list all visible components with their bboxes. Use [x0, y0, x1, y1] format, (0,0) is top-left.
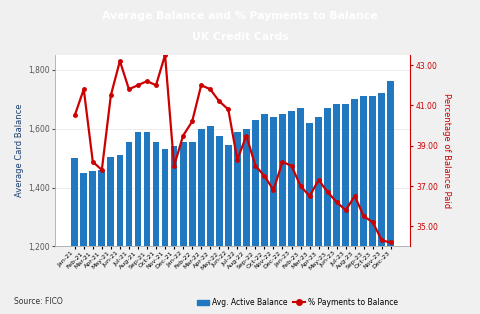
Bar — [171, 146, 178, 314]
Bar — [72, 158, 78, 314]
Bar — [387, 81, 394, 314]
Bar — [297, 108, 304, 314]
Bar — [279, 114, 286, 314]
Bar — [261, 114, 268, 314]
Bar — [270, 117, 277, 314]
Bar — [234, 132, 240, 314]
Bar — [324, 108, 331, 314]
Bar — [378, 93, 385, 314]
Bar — [108, 157, 114, 314]
Bar — [80, 173, 87, 314]
Bar — [333, 104, 340, 314]
Bar — [252, 120, 259, 314]
Bar — [144, 132, 150, 314]
Bar — [342, 104, 349, 314]
Text: Source: FICO: Source: FICO — [14, 297, 63, 306]
Bar — [162, 149, 168, 314]
Bar — [153, 142, 159, 314]
Text: Average Balance and % Payments to Balance: Average Balance and % Payments to Balanc… — [102, 11, 378, 21]
Bar — [351, 99, 358, 314]
Y-axis label: Percentage of Balance Paid: Percentage of Balance Paid — [442, 93, 451, 208]
Bar — [117, 155, 123, 314]
Bar — [98, 170, 105, 314]
Bar — [216, 136, 223, 314]
Bar — [315, 117, 322, 314]
Bar — [306, 123, 313, 314]
Bar — [288, 111, 295, 314]
Bar — [89, 171, 96, 314]
Bar — [180, 142, 187, 314]
Bar — [243, 129, 250, 314]
Y-axis label: Average Card Balance: Average Card Balance — [15, 104, 24, 198]
Bar — [134, 132, 141, 314]
Bar — [126, 142, 132, 314]
Bar — [207, 126, 214, 314]
Text: UK Credit Cards: UK Credit Cards — [192, 31, 288, 41]
Bar — [198, 129, 204, 314]
Legend: Avg. Active Balance, % Payments to Balance: Avg. Active Balance, % Payments to Balan… — [194, 295, 401, 310]
Bar — [189, 142, 195, 314]
Bar — [360, 96, 367, 314]
Bar — [370, 96, 376, 314]
Bar — [225, 145, 232, 314]
